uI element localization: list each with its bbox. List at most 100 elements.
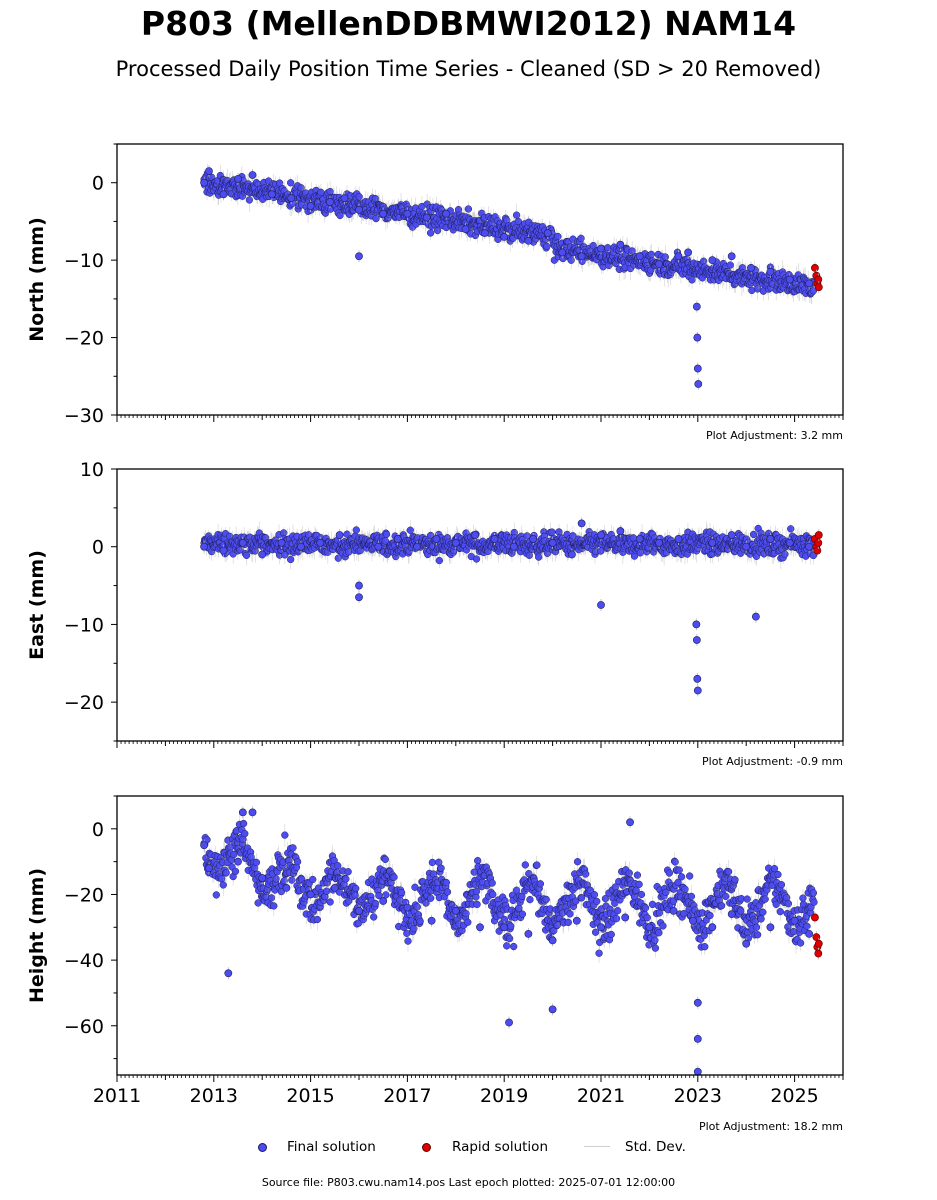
- panel-1-final-point-7: [306, 202, 315, 210]
- panel-2-final-point-1: [219, 546, 228, 555]
- panel-1-final-point-23: [597, 244, 605, 253]
- panel-3-final-point-30: [693, 1067, 702, 1075]
- panel-2-final-point-34: [742, 542, 751, 551]
- panel-3-final-point-18: [524, 929, 533, 938]
- panel-1-final-point-4: [248, 171, 257, 179]
- panel-2-final-point-36: [766, 535, 775, 543]
- panel-2-rapid-point-3: [814, 538, 823, 547]
- panel-1-ytick-label: −30: [64, 405, 104, 427]
- panel-1-final-point-34: [727, 252, 736, 261]
- panel-3-ytick-label: −20: [64, 884, 104, 906]
- panel-3-final-point-21: [572, 916, 581, 925]
- panel-2-final-point-29: [692, 636, 701, 644]
- xtick-label: 2015: [286, 1085, 334, 1107]
- panel-2-final-point-16: [490, 535, 499, 543]
- panel-3-final-point-3: [234, 857, 242, 866]
- panel-1-final-point-2: [219, 190, 228, 199]
- panel-3-final-point-17: [505, 1018, 513, 1027]
- panel-1-final-point-32: [694, 380, 703, 388]
- panel-1-ytick-label: −20: [64, 328, 104, 350]
- panel-2-final-point-31: [693, 686, 702, 695]
- legend: Final solution Rapid solution Std. Dev.: [0, 1136, 937, 1158]
- panel-2-final-point-12: [413, 542, 421, 551]
- panel-2-final-point-30: [693, 674, 702, 683]
- panel-3-final-point-11: [379, 897, 388, 905]
- panel-3-final-point-12: [403, 903, 412, 912]
- panel-1-ytick-label: 0: [92, 173, 104, 195]
- panel-1-final-point-25: [635, 252, 644, 261]
- panel-1-final-point-24: [616, 240, 625, 249]
- panel-3-final-point-6: [258, 874, 267, 882]
- panel-3-final-point-0: [200, 841, 209, 850]
- panel-2-final-point-19: [548, 538, 557, 547]
- panel-3-adjustment-note: Plot Adjustment: 18.2 mm: [699, 1120, 843, 1133]
- panel-3-final-point-20: [548, 1005, 557, 1014]
- panel-3-final-point-35: [790, 916, 799, 925]
- legend-rapid-label: Rapid solution: [452, 1139, 548, 1155]
- panel-2-final-point-35: [751, 612, 760, 621]
- panel-1-final-point-20: [543, 229, 552, 237]
- panel-1-final-point-18: [500, 233, 509, 241]
- panel-1-final-point-8: [326, 198, 334, 206]
- legend-final-label: Final solution: [287, 1139, 376, 1155]
- xtick-label: 2021: [577, 1085, 625, 1107]
- panel-3-final-point-15: [476, 923, 484, 932]
- panel-2-final-point-21: [577, 519, 586, 528]
- panel-1-final-point-38: [805, 279, 814, 288]
- panel-3-final-point-22: [597, 923, 605, 932]
- panel-1-final-point-22: [577, 252, 586, 261]
- xtick-label: 2017: [383, 1085, 431, 1107]
- panel-2-final-point-20: [568, 550, 576, 559]
- panel-1-ylabel: North (mm): [26, 217, 48, 342]
- panel-1-final-point-27: [674, 252, 683, 261]
- panel-3-final-point-33: [742, 939, 751, 948]
- xtick-label: 2013: [190, 1085, 238, 1107]
- panel-3-final-point-5: [248, 808, 257, 817]
- panel-1-final-point-3: [234, 174, 242, 183]
- panel-1-final-point-13: [403, 209, 412, 218]
- panel-3-final-point-16: [500, 923, 509, 932]
- panel-2-rapid-point-2: [813, 546, 822, 555]
- panel-3-final-point-29: [693, 1034, 702, 1043]
- panel-3-final-point-10: [355, 906, 363, 915]
- legend-stddev-label: Std. Dev.: [625, 1139, 686, 1155]
- panel-2-final-point-24: [616, 527, 625, 536]
- rapid-solution-marker: [422, 1143, 431, 1152]
- panel-2-final-point-26: [655, 538, 663, 547]
- panel-3-rapid-point-3: [814, 949, 823, 958]
- panel-1-cloud: [200, 163, 818, 305]
- source-footer: Source file: P803.cwu.nam14.pos Last epo…: [261, 1176, 676, 1189]
- panel-1-final-point-21: [558, 248, 567, 257]
- panel-3-final-point-7: [282, 884, 291, 892]
- panel-3-final-point-2: [224, 969, 233, 978]
- panel-3-final-point-14: [451, 906, 460, 915]
- panel-3-final-point-25: [645, 923, 654, 932]
- panel-2-frame: [116, 468, 844, 742]
- panel-1-final-point-17: [480, 229, 489, 237]
- panel-3-final-point-9: [330, 884, 339, 892]
- panel-1-final-point-37: [785, 275, 794, 284]
- panel-2-final-point-37: [785, 538, 794, 547]
- panel-1-rapid-point-0: [811, 263, 819, 272]
- panel-2-ytick-label: 0: [92, 537, 104, 559]
- panel-1-final-point-1: [205, 167, 213, 175]
- panel-1-final-point-9: [340, 194, 349, 203]
- panel-2-cloud: [200, 520, 818, 570]
- panel-2-final-point-3: [258, 550, 267, 559]
- panel-1-final-point-12: [379, 209, 388, 218]
- panel-3-final-point-23: [621, 913, 630, 922]
- panel-2-final-point-22: [597, 531, 605, 539]
- panel-2-final-point-7: [335, 531, 344, 539]
- panel-2-final-point-15: [471, 531, 480, 539]
- panel-2-final-point-38: [805, 542, 814, 551]
- panel-3-final-point-26: [669, 906, 678, 915]
- xtick-label: 2023: [674, 1085, 722, 1107]
- panel-2-final-point-28: [692, 620, 701, 629]
- chart-title: P803 (MellenDDBMWI2012) NAM14: [140, 4, 797, 43]
- panel-1-final-point-26: [655, 260, 663, 268]
- panel-3-final-point-36: [805, 929, 814, 938]
- panel-1-final-point-35: [747, 263, 755, 272]
- panel-3-final-point-27: [689, 916, 697, 925]
- panel-2-final-point-6: [316, 538, 325, 547]
